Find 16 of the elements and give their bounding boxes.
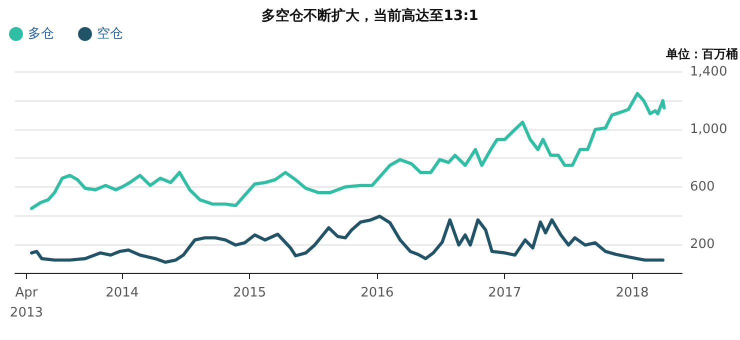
x-tick-label: 2018: [616, 286, 649, 300]
x-tick-label: 2016: [360, 286, 394, 300]
x-tick-label: 2017: [488, 286, 522, 300]
chart-title: 多空仓不断扩大，当前高达至13:1: [262, 7, 478, 24]
x-tick-label: 2014: [106, 286, 139, 300]
legend-label: 空仓: [97, 26, 123, 42]
legend-label: 多仓: [28, 26, 54, 42]
line-series: [30, 214, 664, 264]
x-tick-label: 2015: [233, 286, 266, 300]
y-tick-label: 200: [690, 236, 715, 252]
line-series: [30, 92, 666, 210]
x-tick-label: Apr 2013: [10, 286, 44, 320]
y-tick-label: 1,400: [690, 64, 728, 80]
y-tick-label: 600: [690, 179, 715, 194]
y-tick-label: 1,000: [690, 122, 728, 137]
text: 单位：百万桶: [665, 47, 738, 61]
